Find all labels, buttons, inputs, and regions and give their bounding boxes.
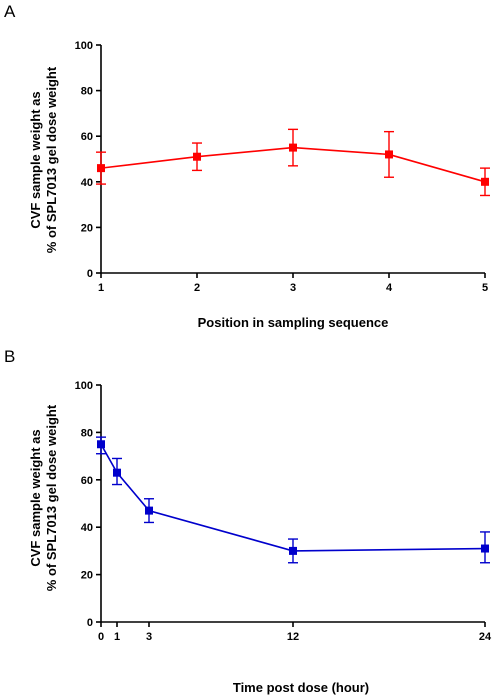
panel-b-data-point — [481, 544, 489, 553]
panel-b-series-line — [100, 443, 486, 552]
panel-b-x-axis-label: Time post dose (hour) — [233, 680, 369, 695]
panel-b-x-tick-label: 12 — [287, 631, 299, 643]
panel-a-x-tick-label: 2 — [194, 282, 200, 294]
panel-b-y-tick-label: 20 — [81, 570, 93, 582]
panel-a-y-tick-label: 100 — [75, 40, 93, 52]
panel-b-y-axis-label-line1: CVF sample weight as — [28, 429, 43, 566]
panel-a-y-tick-label: 20 — [81, 222, 93, 234]
panel-a-data-point — [385, 150, 393, 159]
panel-b-data-point — [289, 546, 297, 555]
panel-a-y-tick-label: 80 — [81, 86, 93, 98]
panel-a-x-tick-label: 3 — [290, 282, 296, 294]
panel-a-data-point — [481, 177, 489, 186]
panel-b: B CVF sample weight as % of SPL7013 gel … — [4, 347, 492, 695]
panel-a-x-tick-label: 5 — [482, 282, 488, 294]
panel-b-y-tick-label: 0 — [87, 617, 93, 629]
panel-a-y-axis-label-line2: % of SPL7013 gel dose weight — [44, 66, 59, 253]
panel-a-data-point — [289, 143, 297, 152]
panel-a-data-point — [97, 164, 105, 173]
panel-b-y-tick-label: 60 — [81, 475, 93, 487]
panel-b-x-tick-label: 24 — [479, 631, 492, 643]
panel-b-x-tick-label: 1 — [114, 631, 120, 643]
panel-a-x-tick-label: 4 — [386, 282, 393, 294]
panel-b-x-tick-label: 3 — [146, 631, 152, 643]
panel-a-x-axis-label: Position in sampling sequence — [198, 315, 389, 330]
panel-a-y-tick-label: 0 — [87, 268, 93, 280]
panel-a-plot-area: 0 20 40 60 80 100 1 2 3 4 5 — [75, 40, 490, 294]
panel-b-x-tick-label: 0 — [98, 631, 104, 643]
panel-b-y-tick-label: 100 — [75, 380, 93, 392]
panel-a-y-tick-label: 40 — [81, 177, 93, 189]
panel-b-y-axis-label: CVF sample weight as % of SPL7013 gel do… — [28, 404, 59, 591]
panel-b-y-tick-label: 40 — [81, 522, 93, 534]
panel-a-y-axis-label: CVF sample weight as % of SPL7013 gel do… — [28, 66, 59, 253]
panel-b-data-point — [97, 440, 105, 449]
panel-b-data-point — [113, 468, 121, 477]
panel-b-letter: B — [4, 347, 15, 366]
panel-a-x-tick-label: 1 — [98, 282, 104, 294]
panel-a-y-tick-label: 60 — [81, 131, 93, 143]
panel-a-y-axis-label-line1: CVF sample weight as — [28, 91, 43, 228]
panel-b-y-tick-label: 80 — [81, 427, 93, 439]
panel-b-data-point — [145, 506, 153, 515]
panel-a-letter: A — [4, 2, 16, 21]
panel-a: A CVF sample weight as % of SPL7013 gel … — [4, 2, 490, 330]
panel-b-y-axis-label-line2: % of SPL7013 gel dose weight — [44, 404, 59, 591]
panel-a-data-point — [193, 152, 201, 161]
